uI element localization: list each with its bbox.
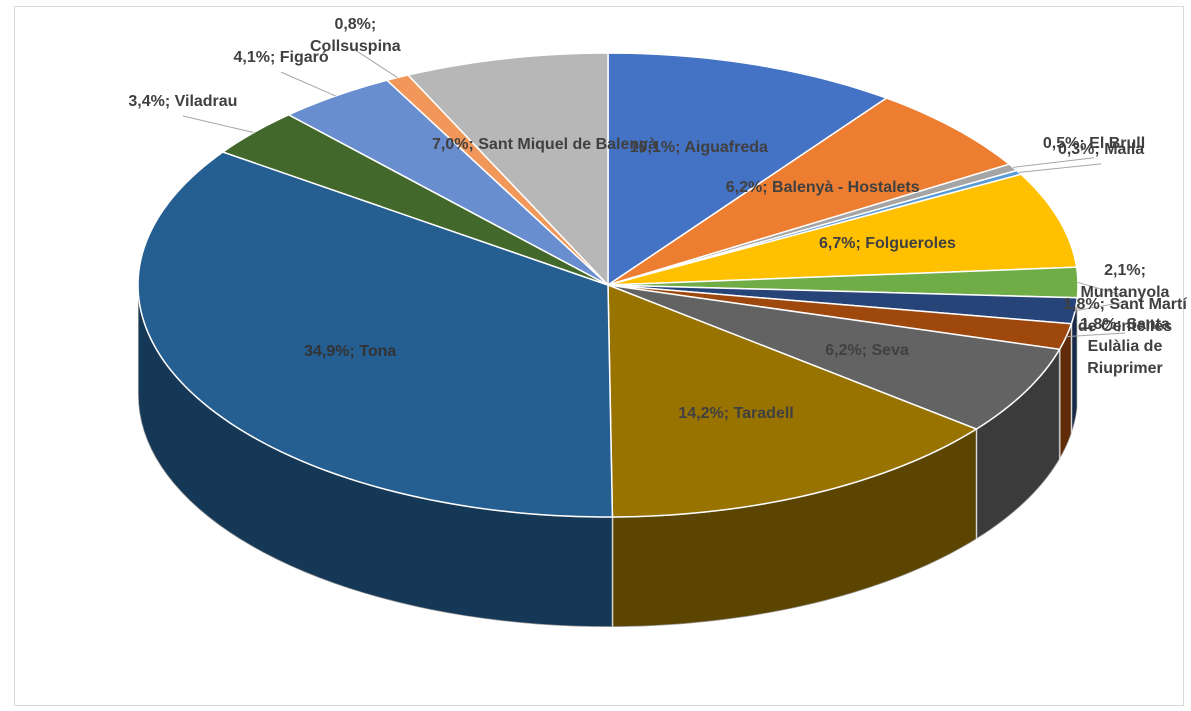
data-label: 0,8%; Collsuspina — [290, 14, 420, 58]
value-label: 1,8%; — [1063, 295, 1105, 313]
category-label: Balenyà - Hostalets — [772, 178, 920, 196]
category-label: Malla — [1104, 140, 1145, 158]
slice — [607, 283, 979, 518]
slice — [406, 52, 609, 287]
leader-line — [355, 49, 398, 78]
value-label: 6,2%; — [725, 178, 768, 196]
leader-line — [182, 115, 254, 134]
slice — [607, 266, 1079, 299]
slice — [607, 52, 889, 287]
pie-sides — [137, 284, 1079, 628]
leader-line — [1074, 301, 1126, 312]
data-label: 1,8%; Sant Martí de Centelles — [1060, 294, 1190, 338]
slice — [286, 79, 609, 286]
slice — [607, 173, 1078, 286]
data-label: 1,8%; Santa Eulàlia de Riuprimer — [1060, 314, 1190, 380]
category-label: Seva — [871, 341, 909, 359]
value-label: 3,4%; — [128, 93, 171, 111]
data-label: 0,5%; El Brull — [1029, 133, 1159, 155]
data-label: 10,1%; Aiguafreda — [579, 137, 819, 159]
slice-side-shade — [1071, 297, 1078, 434]
slice — [607, 97, 1011, 286]
category-label: Taradell — [733, 405, 794, 423]
value-label: 0,5%; — [1042, 134, 1085, 152]
slice-side-shade — [138, 285, 613, 627]
value-label: 0,3%; — [1057, 140, 1100, 158]
leader-line — [280, 71, 336, 97]
value-label: 1,8%; — [1080, 315, 1122, 333]
slice-side-shade — [612, 429, 977, 627]
value-label: 4,1%; — [233, 49, 276, 67]
data-label: 6,7%; Folgueroles — [767, 233, 1007, 255]
category-label: Tona — [359, 343, 397, 361]
value-label: 7,0%; — [432, 135, 474, 153]
slice — [607, 284, 1061, 430]
value-label: 14,2%; — [678, 405, 730, 423]
slice-side-shade — [976, 349, 1060, 540]
value-label: 2,1%; — [1104, 261, 1146, 279]
value-label: 6,2%; — [825, 341, 868, 359]
data-label: 0,3%; Malla — [1036, 139, 1166, 161]
data-label: 6,2%; Seva — [747, 340, 987, 362]
category-label: Viladrau — [174, 93, 238, 111]
data-label: 2,1%; Muntanyola — [1060, 260, 1190, 304]
chart-frame — [14, 6, 1184, 706]
category-label: El Brull — [1089, 134, 1146, 152]
data-label: 14,2%; Taradell — [616, 403, 856, 425]
category-label: Muntanyola — [1080, 283, 1170, 301]
slice-side-shade — [1059, 323, 1072, 460]
category-label: Figaró — [279, 49, 329, 67]
slice — [221, 113, 609, 286]
category-label: Folgueroles — [865, 235, 956, 253]
value-label: 6,7%; — [818, 235, 861, 253]
leader-line — [1012, 157, 1095, 168]
leader-line — [1066, 332, 1126, 338]
slice — [137, 151, 614, 518]
value-label: 0,8%; — [334, 16, 377, 34]
leader-line — [1077, 281, 1126, 297]
category-label: Santa Eulàlia de Riuprimer — [1087, 315, 1170, 377]
data-label: 34,9%; Tona — [230, 341, 470, 363]
category-label: Sant Miquel de Balenyà — [478, 135, 657, 153]
value-label: 34,9%; — [304, 343, 355, 361]
category-label: Sant Martí de Centelles — [1077, 295, 1187, 335]
data-label: 4,1%; Figaró — [216, 47, 346, 69]
value-label: 10,1%; — [629, 139, 681, 157]
data-label: 3,4%; Viladrau — [118, 91, 248, 113]
data-label: 7,0%; Sant Miquel de Balenyà — [424, 134, 664, 156]
leader-line — [1018, 163, 1102, 173]
category-label: Aiguafreda — [684, 139, 768, 157]
data-label: 6,2%; Balenyà - Hostalets — [703, 177, 943, 199]
category-label: Collsuspina — [310, 38, 401, 56]
